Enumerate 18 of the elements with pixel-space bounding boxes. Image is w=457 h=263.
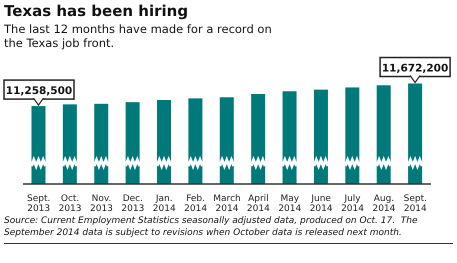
x-tick-label: May 2014 (278, 194, 302, 214)
x-tick-label: Nov. 2013 (90, 194, 113, 214)
x-tick-label: June 2014 (310, 194, 333, 214)
x-tick-label: Oct. 2013 (58, 194, 82, 214)
x-tick-label: July 2014 (341, 194, 364, 214)
x-tick-label: March 2014 (213, 194, 241, 214)
x-tick-label: Sept. 2013 (27, 194, 50, 214)
data-label: 11,258,500 (6, 85, 72, 98)
x-tick-label: Sept. 2014 (404, 194, 428, 214)
x-tick-label: Jan. 2014 (152, 194, 176, 214)
chart-subtitle: The last 12 months have made for a record on the Texas job front. (4, 22, 273, 50)
source-note: Source: Current Employment Statistics seasonally adjusted data, produced on Oct. 17. The September 2014 data is subject to revisions when October data is released next month. (4, 216, 419, 239)
x-tick-label: Aug. 2014 (372, 194, 396, 214)
x-tick-label: Dec. 2013 (121, 194, 144, 214)
x-tick-label: April 2014 (246, 194, 270, 214)
x-tick-label: Feb. 2014 (184, 194, 208, 214)
data-label: 11,672,200 (382, 62, 448, 75)
chart-title: Texas has been hiring (4, 2, 188, 20)
